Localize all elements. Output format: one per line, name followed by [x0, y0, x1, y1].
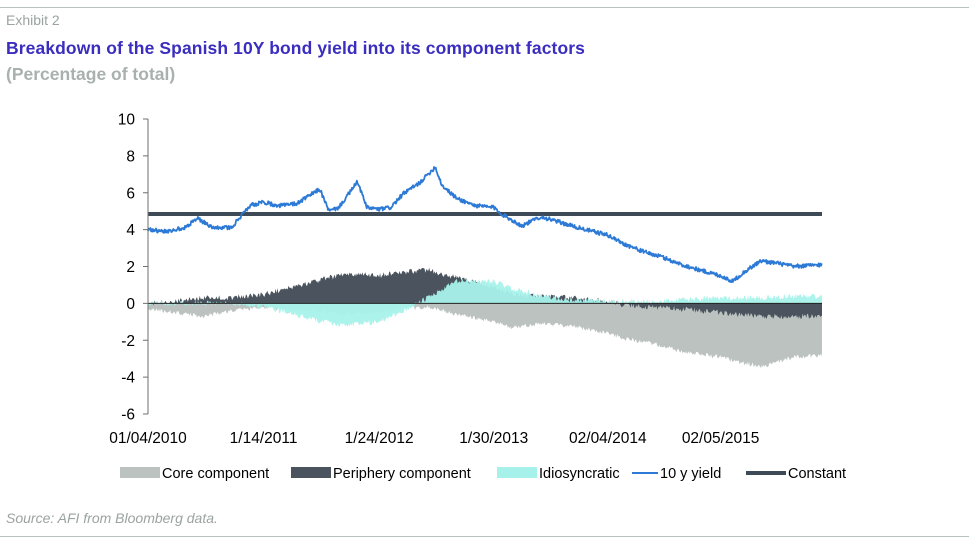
- x-axis: 01/04/2010 1/14/2011 1/24/2012 1/30/2013 02/…: [109, 430, 759, 447]
- idiosyncratic-area: [148, 278, 822, 327]
- legend-label: Core component: [162, 466, 269, 482]
- legend-swatch: [291, 467, 331, 478]
- y-axis: 10 8 6 4 2 0 -2 -4 -6: [118, 112, 149, 424]
- y-tick-label: -4: [121, 370, 135, 387]
- core-component-area-path: [148, 303, 822, 368]
- core-component-area: [148, 303, 822, 368]
- chart-subtitle: (Percentage of total): [6, 64, 176, 84]
- legend-label: Constant: [788, 466, 846, 482]
- x-tick-label: 01/04/2010: [109, 430, 187, 447]
- legend-label: Periphery component: [333, 466, 471, 482]
- x-tick-label: 02/05/2015: [682, 430, 760, 447]
- x-tick-label: 1/24/2012: [345, 430, 414, 447]
- bottom-rule: [0, 536, 969, 537]
- x-tick-label: 1/30/2013: [459, 430, 528, 447]
- y-tick-label: 6: [126, 185, 135, 202]
- top-rule: [0, 7, 969, 8]
- y-tick-label: -2: [121, 333, 135, 350]
- legend-swatch: [497, 467, 537, 478]
- exhibit-label: Exhibit 2: [6, 12, 60, 28]
- legend-label: Idiosyncratic: [539, 466, 620, 482]
- y-tick-label: 0: [126, 296, 135, 313]
- yield-line-path: [147, 166, 823, 283]
- y-tick-label: 4: [126, 222, 135, 239]
- yield-line: [147, 166, 823, 283]
- x-tick-label: 1/14/2011: [230, 430, 298, 447]
- chart-title: Breakdown of the Spanish 10Y bond yield …: [6, 38, 585, 58]
- legend-swatch: [120, 467, 160, 478]
- source-note: Source: AFI from Bloomberg data.: [6, 510, 218, 526]
- y-tick-label: -6: [121, 407, 135, 424]
- y-tick-label: 2: [126, 259, 135, 276]
- legend: Core component Periphery component Idiosyn…: [120, 466, 846, 482]
- idiosyncratic-area-path: [148, 278, 822, 327]
- x-tick-label: 02/04/2014: [569, 430, 647, 447]
- y-tick-label: 8: [126, 148, 135, 165]
- chart-canvas: 10 8 6 4 2 0 -2 -4 -6 01/04/2010 1/14/2011 1/24/20…: [109, 112, 846, 483]
- legend-label: 10 y yield: [660, 466, 721, 482]
- y-tick-label: 10: [118, 112, 136, 129]
